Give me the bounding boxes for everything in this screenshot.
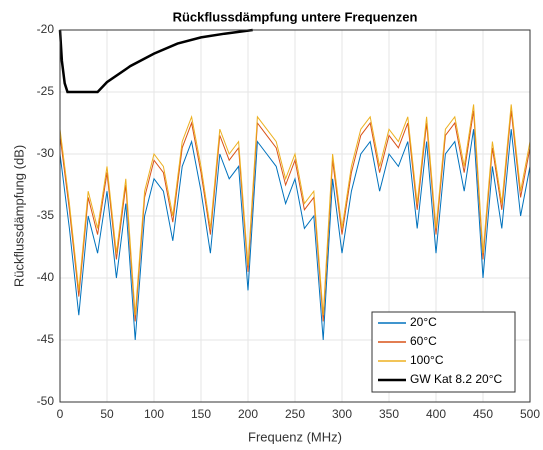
x-tick-label: 500 bbox=[520, 407, 540, 421]
y-tick-label: -25 bbox=[37, 84, 55, 98]
axes-box bbox=[59, 29, 531, 403]
x-tick-label: 200 bbox=[238, 407, 258, 421]
legend-box bbox=[371, 311, 516, 393]
x-tick-label: 450 bbox=[473, 407, 493, 421]
x-tick-label: 300 bbox=[332, 407, 352, 421]
series-line bbox=[59, 129, 531, 341]
series-line bbox=[58, 28, 253, 94]
y-tick-label: -50 bbox=[37, 394, 55, 408]
legend-label: GW Kat 8.2 20°C bbox=[410, 372, 503, 386]
legend-label: 60°C bbox=[410, 334, 437, 348]
chart-title: Rückflussdämpfung untere Frequenzen bbox=[173, 9, 418, 24]
series-line bbox=[59, 104, 531, 316]
legend-label: 20°C bbox=[410, 315, 437, 329]
y-axis-label: Rückflussdämpfung (dB) bbox=[11, 145, 26, 287]
x-tick-label: 400 bbox=[426, 407, 446, 421]
x-tick-label: 50 bbox=[100, 407, 114, 421]
x-axis-label: Frequenz (MHz) bbox=[248, 429, 342, 444]
x-tick-label: 100 bbox=[144, 407, 164, 421]
y-tick-label: -40 bbox=[37, 270, 55, 284]
y-tick-label: -35 bbox=[37, 208, 55, 222]
y-tick-label: -20 bbox=[37, 22, 55, 36]
x-tick-label: 250 bbox=[285, 407, 305, 421]
x-tick-label: 0 bbox=[57, 407, 64, 421]
legend-label: 100°C bbox=[410, 353, 444, 367]
x-tick-label: 350 bbox=[379, 407, 399, 421]
y-tick-label: -45 bbox=[37, 332, 55, 346]
y-tick-label: -30 bbox=[37, 146, 55, 160]
x-tick-label: 150 bbox=[191, 407, 211, 421]
